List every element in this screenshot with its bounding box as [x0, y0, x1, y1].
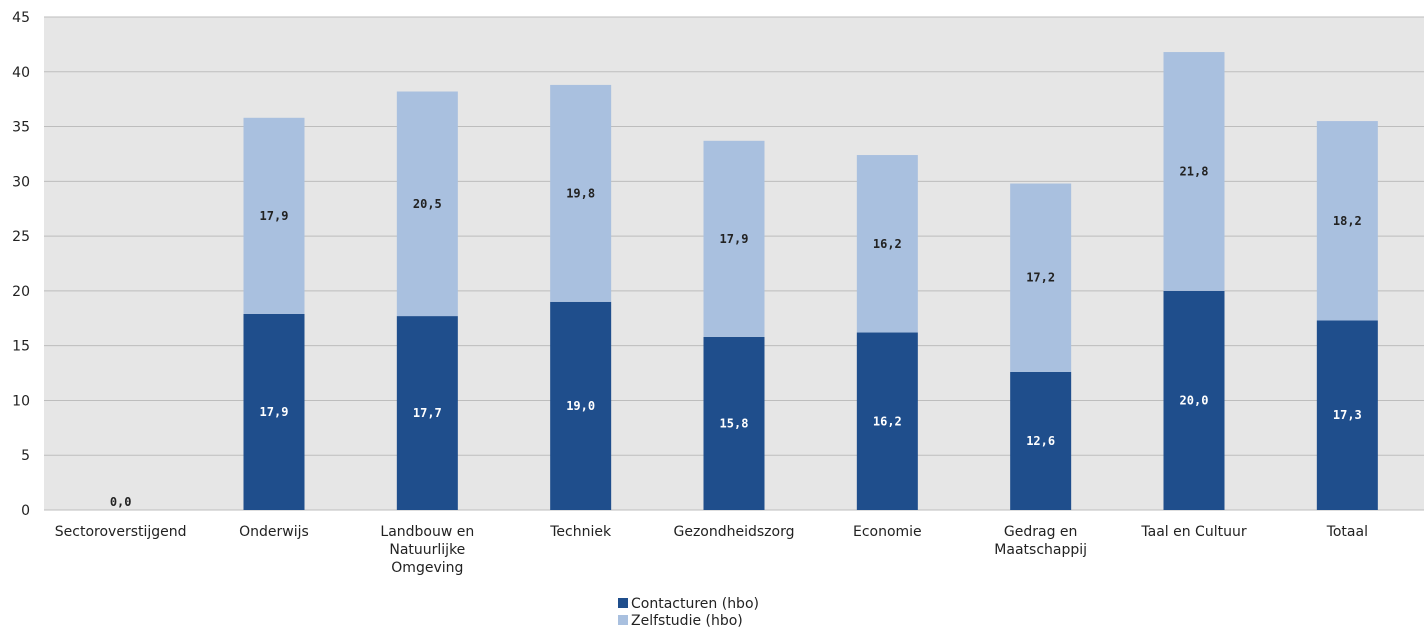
x-tick-label: Natuurlijke: [389, 542, 465, 558]
data-label: 0,0: [110, 495, 132, 509]
data-label: 20,5: [413, 197, 442, 211]
bar-segment: [550, 301, 612, 510]
bar-segment: [243, 117, 305, 314]
data-label: 17,9: [260, 405, 289, 419]
y-tick-label: 10: [12, 393, 30, 409]
bars: 0,0 17,9 17,9 17,7 20,5 19,0 19,8 15,8 17,9 16,2 1…: [110, 52, 1378, 510]
bar-segment: [856, 155, 918, 333]
data-label: 15,8: [720, 416, 749, 430]
data-label: 21,8: [1180, 164, 1209, 178]
x-tick-label: Gedrag en: [1004, 524, 1078, 540]
y-tick-label: 15: [12, 339, 30, 355]
bar-segment: [396, 91, 458, 317]
data-label: 19,0: [566, 399, 595, 413]
data-label: 17,2: [1026, 271, 1055, 285]
bar-segment: [243, 313, 305, 510]
legend: Contacturen (hbo)Zelfstudie (hbo): [618, 596, 759, 629]
bar-segment: [703, 336, 765, 510]
y-tick-label: 40: [12, 65, 30, 81]
y-tick-label: 25: [12, 229, 30, 245]
x-tick-label: Omgeving: [391, 560, 463, 576]
legend-label: Contacturen (hbo): [631, 596, 759, 612]
y-axis: 0 5 10 15 20 25 30 35 40 45: [12, 10, 30, 519]
bar-segment: [1163, 52, 1225, 291]
bar-segment: [703, 140, 765, 337]
data-label: 17,9: [260, 209, 289, 223]
data-label: 16,2: [873, 414, 902, 428]
legend-swatch: [618, 598, 628, 608]
bar-segment: [396, 316, 458, 510]
y-tick-label: 35: [12, 120, 30, 136]
y-tick-label: 0: [21, 503, 30, 519]
data-label: 16,2: [873, 237, 902, 251]
y-tick-label: 30: [12, 174, 30, 190]
x-axis: Sectoroverstijgend Onderwijs Landbouw en Na…: [55, 524, 1368, 576]
x-tick-label: Maatschappij: [994, 542, 1087, 558]
bar-segment: [1010, 371, 1072, 510]
x-tick-label: Sectoroverstijgend: [55, 524, 187, 540]
x-tick-label: Totaal: [1326, 524, 1368, 540]
data-label: 19,8: [566, 186, 595, 200]
data-label: 17,9: [720, 232, 749, 246]
y-tick-label: 45: [12, 10, 30, 26]
data-label: 17,7: [413, 406, 442, 420]
bar-segment: [1163, 290, 1225, 510]
x-tick-label: Onderwijs: [239, 524, 309, 540]
x-tick-label: Gezondheidszorg: [673, 524, 794, 540]
x-tick-label: Taal en Cultuur: [1140, 524, 1246, 540]
bar-segment: [1010, 183, 1072, 372]
bar-segment: [550, 84, 612, 302]
x-tick-label: Landbouw en: [380, 524, 474, 540]
x-tick-label: Techniek: [549, 524, 612, 540]
bar-segment: [1316, 320, 1378, 510]
legend-swatch: [618, 615, 628, 625]
data-label: 20,0: [1180, 393, 1209, 407]
bar-segment: [856, 332, 918, 510]
y-tick-label: 20: [12, 284, 30, 300]
legend-label: Zelfstudie (hbo): [631, 613, 743, 629]
data-label: 12,6: [1026, 434, 1055, 448]
x-tick-label: Economie: [853, 524, 922, 540]
y-tick-label: 5: [21, 448, 30, 464]
data-label: 17,3: [1333, 408, 1362, 422]
bar-segment: [1316, 121, 1378, 321]
data-label: 18,2: [1333, 214, 1362, 228]
